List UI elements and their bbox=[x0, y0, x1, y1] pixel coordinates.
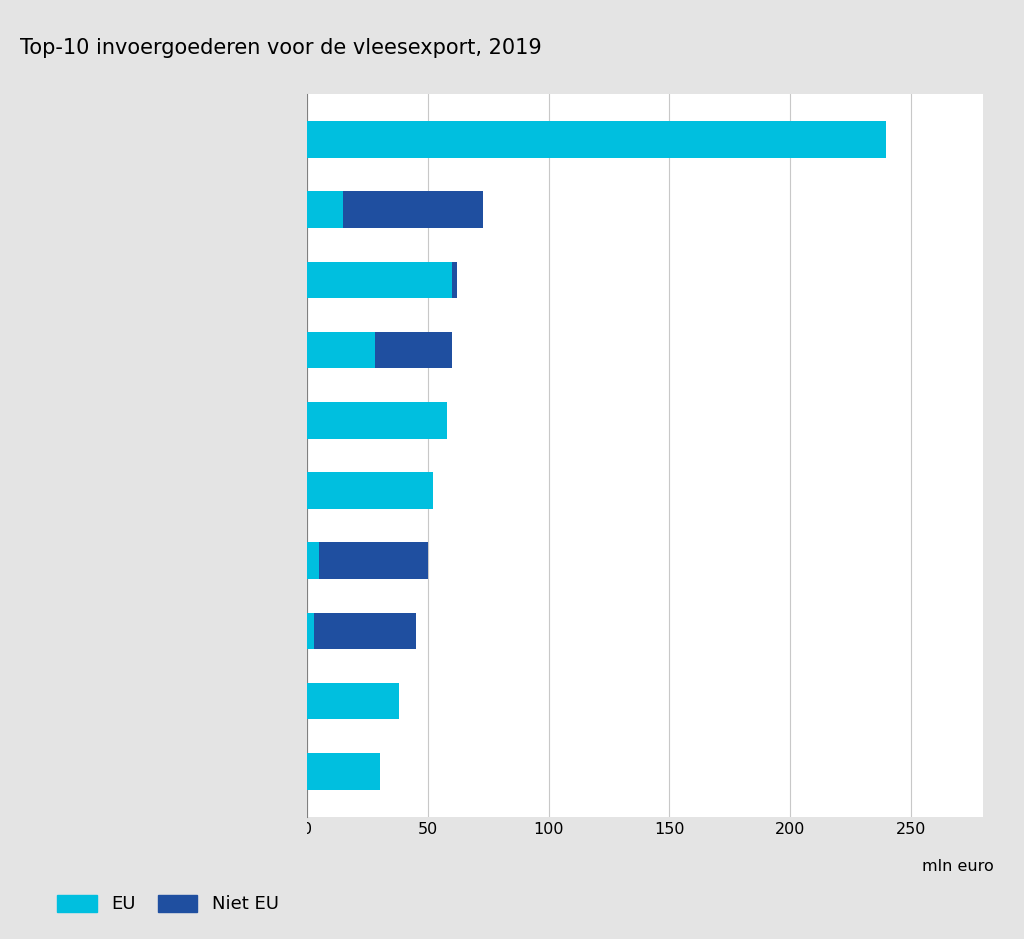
Bar bbox=[307, 331, 375, 368]
Text: Top-10 invoergoederen voor de vleesexport, 2019: Top-10 invoergoederen voor de vleesexpor… bbox=[20, 38, 543, 57]
Bar bbox=[307, 683, 399, 719]
Text: mln euro: mln euro bbox=[922, 859, 993, 874]
Bar bbox=[343, 192, 483, 228]
Bar bbox=[452, 262, 457, 299]
Bar bbox=[307, 753, 380, 790]
Bar bbox=[307, 402, 447, 439]
Bar bbox=[307, 543, 319, 579]
Bar bbox=[307, 192, 343, 228]
Bar bbox=[307, 472, 433, 509]
Bar bbox=[307, 121, 887, 158]
Bar bbox=[307, 612, 314, 649]
Bar bbox=[375, 331, 452, 368]
Bar bbox=[307, 262, 452, 299]
Bar bbox=[319, 543, 428, 579]
Legend: EU, Niet EU: EU, Niet EU bbox=[50, 887, 286, 920]
Bar bbox=[314, 612, 416, 649]
